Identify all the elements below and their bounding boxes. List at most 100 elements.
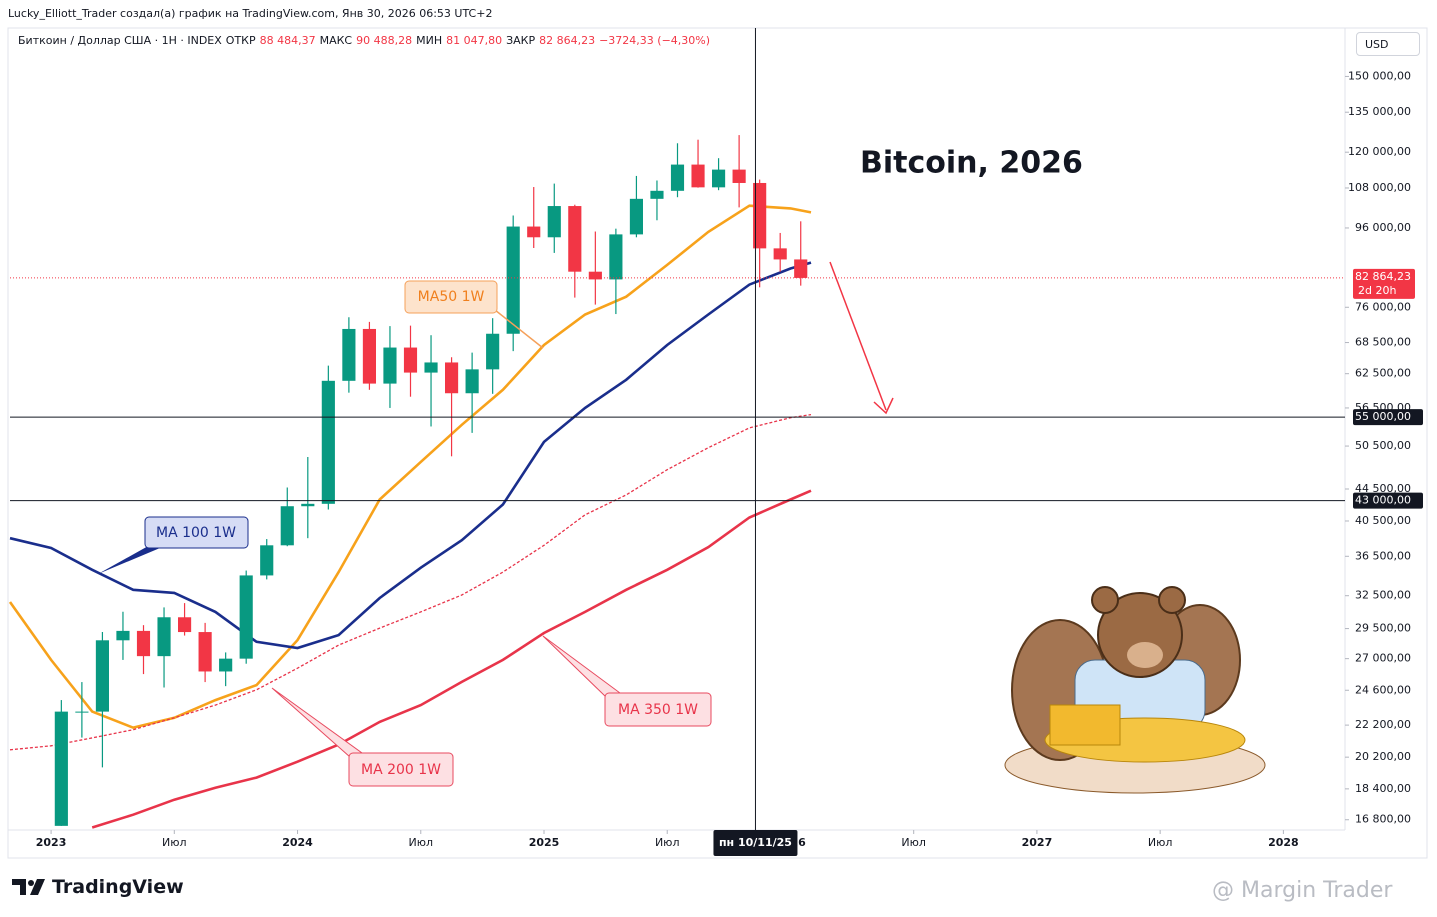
candle-body bbox=[753, 182, 767, 249]
x-tick-label: 2026 bbox=[775, 836, 806, 849]
ma-line bbox=[8, 204, 812, 730]
bear-snout bbox=[1127, 642, 1163, 668]
candle-body bbox=[342, 328, 356, 381]
crosshair-label-box bbox=[713, 830, 798, 856]
y-tick-label: 27 000,00 bbox=[1355, 652, 1411, 665]
callout-pointer bbox=[542, 635, 622, 698]
callout-box bbox=[144, 516, 249, 549]
candle-body bbox=[178, 617, 192, 633]
x-tick-label: 2023 bbox=[36, 836, 67, 849]
callout-pointer bbox=[98, 545, 160, 574]
y-tick-label: 29 500,00 bbox=[1355, 622, 1411, 635]
x-tick-label: 2025 bbox=[529, 836, 560, 849]
currency-button[interactable]: USD bbox=[1356, 32, 1420, 56]
candle-body bbox=[465, 369, 479, 394]
footer-brand: TradingView bbox=[12, 876, 184, 898]
gold-bars bbox=[1049, 704, 1121, 746]
arrow-head bbox=[873, 397, 894, 415]
ohlc-value: 81 047,80 bbox=[446, 34, 503, 47]
ohlc-label: МИН bbox=[416, 34, 443, 47]
callout-text: MA50 1W bbox=[418, 289, 485, 305]
y-tick-label: 68 500,00 bbox=[1355, 336, 1411, 349]
candle-body bbox=[239, 575, 253, 659]
callout-box bbox=[348, 752, 454, 787]
symbol: Биткоин / Доллар США · 1Н · INDEX bbox=[18, 34, 222, 47]
y-tick-label: 135 000,00 bbox=[1348, 105, 1411, 118]
ohlc-label: ОТКР bbox=[225, 34, 256, 47]
candle-body bbox=[95, 640, 109, 712]
chart-title: Bitcoin, 2026 bbox=[860, 146, 1083, 181]
callout: MA 350 1W bbox=[542, 635, 712, 727]
y-tick-label: 36 500,00 bbox=[1355, 549, 1411, 562]
watermark: @ Margin Trader bbox=[1212, 878, 1393, 903]
bear-head bbox=[1097, 592, 1183, 678]
ma-layer bbox=[8, 204, 812, 829]
callout: MA 200 1W bbox=[271, 687, 454, 787]
candle-body bbox=[588, 271, 602, 280]
callout: MA50 1W bbox=[404, 280, 544, 349]
candle-layer bbox=[54, 135, 808, 826]
candle-body bbox=[383, 347, 397, 384]
author-line: Lucky_Elliott_Trader создал(а) график на… bbox=[8, 7, 493, 20]
y-tick-label: 56 500,00 bbox=[1355, 401, 1411, 414]
ohlc-value: 82 864,23 bbox=[539, 34, 596, 47]
candle-body bbox=[712, 169, 726, 188]
candle-body bbox=[362, 328, 376, 384]
money-bag bbox=[1159, 604, 1241, 716]
callout-text: MA 200 1W bbox=[361, 762, 441, 778]
ohlc-label: ЗАКР bbox=[506, 34, 536, 47]
countdown: 2d 20h bbox=[1358, 284, 1396, 297]
crosshair-label: пн 10/11/25 bbox=[719, 836, 792, 849]
ohlc-value: 90 488,28 bbox=[356, 34, 413, 47]
level-label-box bbox=[1353, 409, 1423, 426]
brand-logo bbox=[12, 879, 45, 895]
money-bag bbox=[1011, 619, 1109, 761]
last-price-box bbox=[1353, 268, 1415, 299]
callout-box bbox=[404, 280, 498, 314]
candle-body bbox=[486, 333, 500, 370]
candle-body bbox=[136, 630, 151, 657]
candle-body bbox=[321, 380, 335, 504]
y-tick-label: 62 500,00 bbox=[1355, 367, 1411, 380]
x-tick-label: Июл bbox=[655, 836, 680, 849]
y-tick-label: 24 600,00 bbox=[1355, 683, 1411, 696]
candle-body bbox=[75, 711, 89, 713]
candle-body bbox=[424, 362, 438, 373]
candle-body bbox=[301, 503, 315, 507]
callout-pointer bbox=[494, 309, 544, 349]
candle-body bbox=[219, 658, 233, 672]
overlay-layer: 150 000,00 135 000,00 120 000,00 108 000,00… bbox=[10, 28, 1423, 856]
candle-body bbox=[547, 206, 561, 238]
x-tick-label: 2024 bbox=[282, 836, 313, 849]
candle-body bbox=[691, 164, 705, 188]
candle-body bbox=[629, 198, 643, 235]
candle-body bbox=[403, 347, 418, 373]
y-tick-label: 96 000,00 bbox=[1355, 221, 1411, 234]
y-tick-label: 16 800,00 bbox=[1355, 813, 1411, 826]
candle-body bbox=[773, 248, 787, 260]
x-tick-label: Июл bbox=[162, 836, 187, 849]
table bbox=[1004, 736, 1266, 794]
ohlc-value: 88 484,37 bbox=[259, 34, 316, 47]
bear-ear bbox=[1158, 586, 1186, 614]
callout-text: MA 350 1W bbox=[618, 702, 698, 718]
candle-body bbox=[198, 632, 212, 672]
level-label: 43 000,00 bbox=[1355, 494, 1411, 507]
level-label: 55 000,00 bbox=[1355, 410, 1411, 423]
ma-line bbox=[91, 489, 812, 829]
gold-coins bbox=[1044, 717, 1246, 763]
y-tick-label: 40 500,00 bbox=[1355, 514, 1411, 527]
symbol-header: Биткоин / Доллар США · 1Н · INDEX ОТКР 88… bbox=[18, 34, 710, 47]
y-tick-label: 22 200,00 bbox=[1355, 718, 1411, 731]
ma-line bbox=[9, 413, 812, 751]
candle-body bbox=[650, 190, 664, 199]
candle-body bbox=[280, 506, 294, 546]
callout-pointer bbox=[271, 687, 364, 758]
ohlc-label: МАКС bbox=[319, 34, 353, 47]
forecast-arrow bbox=[829, 261, 887, 411]
candle-body bbox=[157, 617, 171, 657]
y-tick-label: 50 500,00 bbox=[1355, 439, 1411, 452]
candle-body bbox=[445, 362, 459, 394]
